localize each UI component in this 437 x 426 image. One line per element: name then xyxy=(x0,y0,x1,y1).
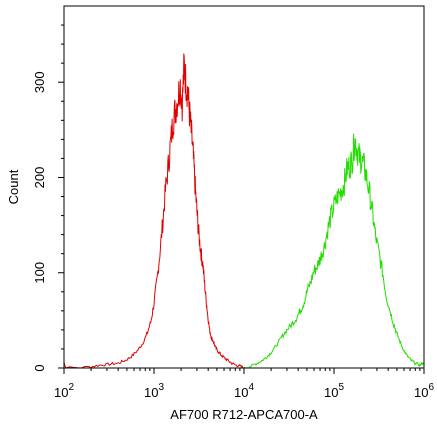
histogram-series-1 xyxy=(63,53,244,369)
y-tick-label: 100 xyxy=(32,262,47,284)
y-tick-label: 0 xyxy=(32,364,47,371)
y-axis-label: Count xyxy=(6,169,21,204)
x-tick-label: 102 xyxy=(54,382,74,400)
axis-ticks: 102 103 104 105 106 0 100 200 300 xyxy=(32,24,434,400)
x-tick-label: 106 xyxy=(414,382,434,400)
histogram-series-2 xyxy=(243,133,425,369)
x-tick-label: 105 xyxy=(324,382,344,400)
plot-area xyxy=(63,53,425,369)
x-axis-label: AF700 R712-APCA700-A xyxy=(170,407,318,422)
y-tick-label: 200 xyxy=(32,167,47,189)
x-tick-label: 104 xyxy=(234,382,254,400)
y-tick-label: 300 xyxy=(32,71,47,93)
x-tick-label: 103 xyxy=(144,382,164,400)
plot-frame xyxy=(63,5,425,369)
